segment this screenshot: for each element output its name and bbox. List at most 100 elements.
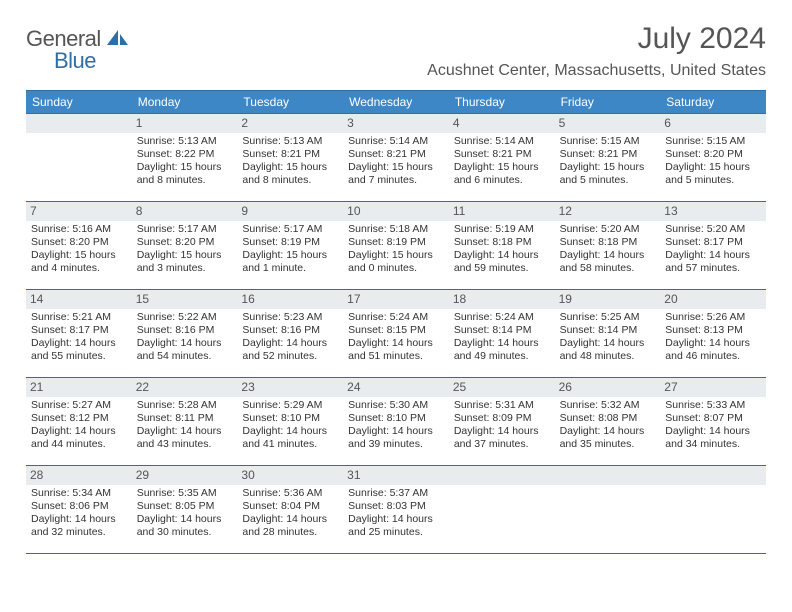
sunrise-text: Sunrise: 5:28 AM: [137, 399, 233, 412]
day-header: Friday: [555, 91, 661, 113]
calendar-cell: 18 Sunrise: 5:24 AMSunset: 8:14 PMDayligh…: [449, 289, 555, 377]
sunrise-text: Sunrise: 5:24 AM: [454, 311, 550, 324]
calendar-cell: 4Sunrise: 5:14 AMSunset: 8:21 PMDaylight…: [449, 113, 555, 201]
sunset-text: Sunset: 8:16 PM: [137, 324, 233, 337]
daylight-text: Daylight: 14 hours and 25 minutes.: [348, 513, 444, 539]
calendar-cell: 25 Sunrise: 5:31 AMSunset: 8:09 PMDayligh…: [449, 377, 555, 465]
day-info: Sunrise: 5:20 AMSunset: 8:17 PMDaylight:…: [664, 223, 762, 276]
day-info: Sunrise: 5:24 AMSunset: 8:14 PMDaylight:…: [453, 311, 551, 364]
day-info: Sunrise: 5:24 AMSunset: 8:15 PMDaylight:…: [347, 311, 445, 364]
daylight-text: Daylight: 15 hours and 4 minutes.: [31, 249, 127, 275]
month-title: July 2024: [427, 22, 766, 56]
sunset-text: Sunset: 8:11 PM: [137, 412, 233, 425]
calendar-cell: 29Sunrise: 5:35 AMSunset: 8:05 PMDayligh…: [132, 465, 238, 553]
sunset-text: Sunset: 8:21 PM: [242, 148, 338, 161]
day-header: Tuesday: [237, 91, 343, 113]
day-info: Sunrise: 5:27 AMSunset: 8:12 PMDaylight:…: [30, 399, 128, 452]
calendar-cell: 2Sunrise: 5:13 AMSunset: 8:21 PMDaylight…: [237, 113, 343, 201]
day-number: 15: [132, 290, 238, 309]
day-number: 8: [132, 202, 238, 221]
daylight-text: Daylight: 14 hours and 30 minutes.: [137, 513, 233, 539]
day-info: Sunrise: 5:13 AMSunset: 8:22 PMDaylight:…: [136, 135, 234, 188]
sunrise-text: Sunrise: 5:17 AM: [242, 223, 338, 236]
location: Acushnet Center, Massachusetts, United S…: [427, 62, 766, 80]
day-info: Sunrise: 5:15 AMSunset: 8:21 PMDaylight:…: [559, 135, 657, 188]
day-number: 18: [449, 290, 555, 309]
day-number: 28: [26, 466, 132, 485]
day-info: Sunrise: 5:20 AMSunset: 8:18 PMDaylight:…: [559, 223, 657, 276]
daylight-text: Daylight: 14 hours and 52 minutes.: [242, 337, 338, 363]
day-header: Wednesday: [343, 91, 449, 113]
day-info: Sunrise: 5:17 AMSunset: 8:20 PMDaylight:…: [136, 223, 234, 276]
daylight-text: Daylight: 14 hours and 28 minutes.: [242, 513, 338, 539]
daylight-text: Daylight: 14 hours and 34 minutes.: [665, 425, 761, 451]
sunset-text: Sunset: 8:04 PM: [242, 500, 338, 513]
day-number: 24: [343, 378, 449, 397]
day-info: Sunrise: 5:25 AMSunset: 8:14 PMDaylight:…: [559, 311, 657, 364]
calendar-cell: 3 Sunrise: 5:14 AMSunset: 8:21 PMDaylight…: [343, 113, 449, 201]
daylight-text: Daylight: 14 hours and 51 minutes.: [348, 337, 444, 363]
sunrise-text: Sunrise: 5:15 AM: [665, 135, 761, 148]
day-number: 25: [449, 378, 555, 397]
calendar-cell: 14Sunrise: 5:21 AMSunset: 8:17 PMDayligh…: [26, 289, 132, 377]
sunrise-text: Sunrise: 5:31 AM: [454, 399, 550, 412]
sunrise-text: Sunrise: 5:13 AM: [242, 135, 338, 148]
day-info: Sunrise: 5:32 AMSunset: 8:08 PMDaylight:…: [559, 399, 657, 452]
daylight-text: Daylight: 15 hours and 5 minutes.: [665, 161, 761, 187]
day-number: .: [449, 466, 555, 485]
sunrise-text: Sunrise: 5:14 AM: [348, 135, 444, 148]
sunset-text: Sunset: 8:19 PM: [348, 236, 444, 249]
day-number: 31: [343, 466, 449, 485]
daylight-text: Daylight: 14 hours and 49 minutes.: [454, 337, 550, 363]
calendar-cell: 30Sunrise: 5:36 AMSunset: 8:04 PMDayligh…: [237, 465, 343, 553]
day-number: 13: [660, 202, 766, 221]
sunrise-text: Sunrise: 5:33 AM: [665, 399, 761, 412]
day-info: Sunrise: 5:14 AMSunset: 8:21 PMDaylight:…: [347, 135, 445, 188]
sunset-text: Sunset: 8:09 PM: [454, 412, 550, 425]
brand-word2: Blue: [54, 48, 129, 74]
sunrise-text: Sunrise: 5:17 AM: [137, 223, 233, 236]
calendar-grid: SundayMondayTuesdayWednesdayThursdayFrid…: [26, 90, 766, 553]
day-number: 3: [343, 114, 449, 133]
daylight-text: Daylight: 15 hours and 7 minutes.: [348, 161, 444, 187]
sunset-text: Sunset: 8:17 PM: [31, 324, 127, 337]
calendar-cell: .: [555, 465, 661, 553]
day-info: Sunrise: 5:22 AMSunset: 8:16 PMDaylight:…: [136, 311, 234, 364]
calendar-cell: 7 Sunrise: 5:16 AMSunset: 8:20 PMDaylight…: [26, 201, 132, 289]
calendar-cell: 20Sunrise: 5:26 AMSunset: 8:13 PMDayligh…: [660, 289, 766, 377]
day-number: 6: [660, 114, 766, 133]
day-info: Sunrise: 5:34 AMSunset: 8:06 PMDaylight:…: [30, 487, 128, 540]
sunset-text: Sunset: 8:06 PM: [31, 500, 127, 513]
day-info: Sunrise: 5:13 AMSunset: 8:21 PMDaylight:…: [241, 135, 339, 188]
sunrise-text: Sunrise: 5:37 AM: [348, 487, 444, 500]
calendar-cell: 15 Sunrise: 5:22 AMSunset: 8:16 PMDayligh…: [132, 289, 238, 377]
calendar-cell: 26 Sunrise: 5:32 AMSunset: 8:08 PMDayligh…: [555, 377, 661, 465]
calendar-cell: 23Sunrise: 5:29 AMSunset: 8:10 PMDayligh…: [237, 377, 343, 465]
daylight-text: Daylight: 14 hours and 54 minutes.: [137, 337, 233, 363]
day-number: 22: [132, 378, 238, 397]
day-info: Sunrise: 5:30 AMSunset: 8:10 PMDaylight:…: [347, 399, 445, 452]
calendar-cell: 31Sunrise: 5:37 AMSunset: 8:03 PMDayligh…: [343, 465, 449, 553]
page: General Blue July 2024 Acushnet Center, …: [0, 0, 792, 564]
sunrise-text: Sunrise: 5:16 AM: [31, 223, 127, 236]
day-header: Monday: [132, 91, 238, 113]
day-number: 4: [449, 114, 555, 133]
sunrise-text: Sunrise: 5:35 AM: [137, 487, 233, 500]
day-header: Sunday: [26, 91, 132, 113]
sunrise-text: Sunrise: 5:25 AM: [560, 311, 656, 324]
day-info: Sunrise: 5:35 AMSunset: 8:05 PMDaylight:…: [136, 487, 234, 540]
sunset-text: Sunset: 8:07 PM: [665, 412, 761, 425]
sunset-text: Sunset: 8:05 PM: [137, 500, 233, 513]
day-number: 26: [555, 378, 661, 397]
day-number: 21: [26, 378, 132, 397]
sunset-text: Sunset: 8:22 PM: [137, 148, 233, 161]
sunrise-text: Sunrise: 5:30 AM: [348, 399, 444, 412]
day-info: Sunrise: 5:31 AMSunset: 8:09 PMDaylight:…: [453, 399, 551, 452]
calendar-cell: 28 Sunrise: 5:34 AMSunset: 8:06 PMDayligh…: [26, 465, 132, 553]
calendar-cell: 10Sunrise: 5:18 AMSunset: 8:19 PMDayligh…: [343, 201, 449, 289]
day-number: 7: [26, 202, 132, 221]
daylight-text: Daylight: 14 hours and 57 minutes.: [665, 249, 761, 275]
sunrise-text: Sunrise: 5:14 AM: [454, 135, 550, 148]
sunset-text: Sunset: 8:20 PM: [31, 236, 127, 249]
sunset-text: Sunset: 8:08 PM: [560, 412, 656, 425]
